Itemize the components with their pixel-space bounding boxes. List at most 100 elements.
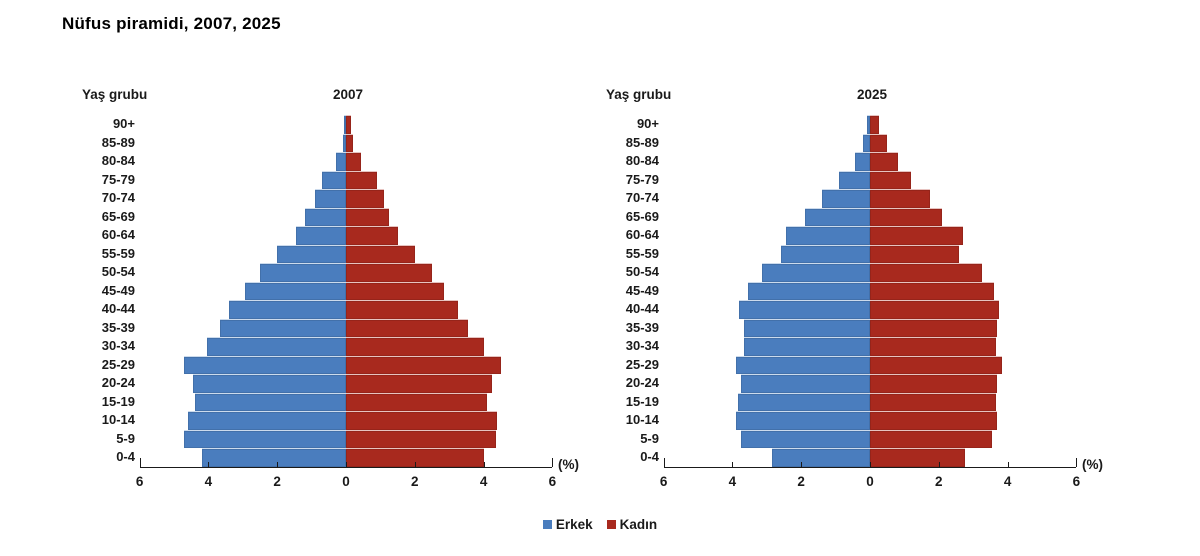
male-bar: [187, 411, 346, 430]
legend-item-erkek: Erkek: [542, 517, 593, 532]
x-axis-tick-label: 2: [935, 474, 943, 489]
female-bar: [870, 318, 998, 338]
age-group-label: 85-89: [101, 134, 135, 150]
male-bar: [739, 300, 870, 319]
x-axis-tick-label: 4: [728, 474, 737, 489]
legend-label: Erkek: [555, 517, 593, 532]
female-bar: [346, 133, 353, 153]
age-group-label: 70-74: [101, 190, 135, 206]
x-axis-tick-label: 2: [411, 474, 419, 489]
age-group-label: 90+: [636, 116, 659, 132]
male-bar: [735, 355, 870, 375]
male-bar: [201, 448, 346, 467]
female-bar: [346, 170, 377, 190]
female-bar: [870, 244, 960, 264]
male-bar: [854, 152, 870, 171]
female-bar: [870, 392, 996, 412]
female-bar: [870, 189, 931, 208]
male-bar: [761, 263, 870, 282]
male-bar: [780, 244, 870, 264]
x-axis-tick: [732, 462, 734, 467]
age-group-label: 25-29: [625, 356, 659, 372]
male-bar: [771, 448, 870, 467]
male-bar: [785, 226, 870, 245]
x-axis-tick: [346, 462, 347, 467]
male-bar: [344, 115, 346, 134]
age-group-label: 30-34: [625, 338, 659, 354]
female-bar: [870, 263, 982, 282]
age-group-label: 20-24: [101, 375, 135, 391]
male-bar: [741, 374, 870, 393]
x-axis-tick: [277, 462, 279, 467]
female-bar: [346, 152, 362, 171]
male-bar: [194, 392, 346, 412]
age-group-label: 40-44: [101, 301, 135, 317]
male-bar: [244, 281, 346, 301]
female-bar: [870, 355, 1003, 375]
age-group-label: 45-49: [625, 282, 659, 298]
x-axis-tick-label: 6: [1072, 474, 1081, 489]
female-bar: [346, 207, 389, 227]
female-bar: [870, 337, 996, 356]
female-bar: [346, 263, 432, 282]
figure-title: Nüfus piramidi, 2007, 2025: [62, 14, 281, 33]
female-bar: [870, 226, 963, 245]
female-bar: [346, 226, 398, 245]
legend-swatch-icon: [542, 520, 552, 529]
female-bar: [870, 411, 998, 430]
male-bar: [321, 170, 346, 190]
female-bar: [346, 318, 469, 338]
male-bar: [744, 318, 870, 338]
age-group-label: 55-59: [625, 245, 659, 261]
female-bar: [870, 300, 999, 319]
female-bar: [346, 115, 352, 134]
age-group-label: 60-64: [101, 227, 135, 243]
male-bar: [206, 337, 346, 356]
x-axis-tick: [801, 462, 803, 467]
age-group-label: 50-54: [625, 264, 659, 280]
male-bar: [737, 392, 870, 412]
female-bar: [870, 281, 994, 301]
male-bar: [229, 300, 346, 319]
age-group-label: 70-74: [625, 190, 659, 206]
age-group-label: 0-4: [640, 449, 659, 465]
age-group-label: 5-9: [116, 430, 135, 446]
male-bar: [277, 244, 346, 264]
male-bar: [741, 429, 870, 449]
age-group-label: 60-64: [625, 227, 659, 243]
male-bar: [335, 152, 346, 171]
age-group-label: 10-14: [625, 412, 659, 428]
age-group-label: 15-19: [101, 393, 135, 409]
age-group-label: 45-49: [101, 282, 135, 298]
age-group-label: 25-29: [101, 356, 135, 372]
x-axis-tick: [139, 458, 141, 467]
legend-swatch-icon: [606, 520, 616, 529]
female-bar: [346, 300, 458, 319]
age-group-label: 35-39: [101, 319, 135, 335]
male-bar: [342, 133, 346, 153]
x-axis-tick: [552, 458, 554, 467]
male-bar: [744, 337, 870, 356]
male-bar: [735, 411, 870, 430]
age-group-label: 40-44: [625, 301, 659, 317]
x-axis-tick-label: 4: [479, 474, 488, 489]
age-group-label: 75-79: [101, 171, 135, 187]
age-group-label: 50-54: [101, 264, 135, 280]
age-group-label: 5-9: [640, 430, 659, 446]
age-group-label: 65-69: [101, 208, 135, 224]
age-group-label: 55-59: [101, 245, 135, 261]
male-bar: [260, 263, 346, 282]
x-axis-tick-label: 4: [1003, 474, 1012, 489]
x-axis-tick-label: 6: [135, 474, 144, 489]
x-axis: [139, 467, 553, 468]
age-axis-title: Yaş grubu: [82, 87, 148, 102]
age-group-label: 75-79: [625, 171, 659, 187]
x-axis-tick-label: 2: [273, 474, 281, 489]
female-bar: [346, 392, 488, 412]
percent-unit-label: (%): [1082, 457, 1103, 472]
age-group-label: 10-14: [101, 412, 135, 428]
chart-year-title: 2025: [856, 87, 888, 102]
female-bar: [870, 170, 912, 190]
x-axis-tick-label: 4: [204, 474, 213, 489]
